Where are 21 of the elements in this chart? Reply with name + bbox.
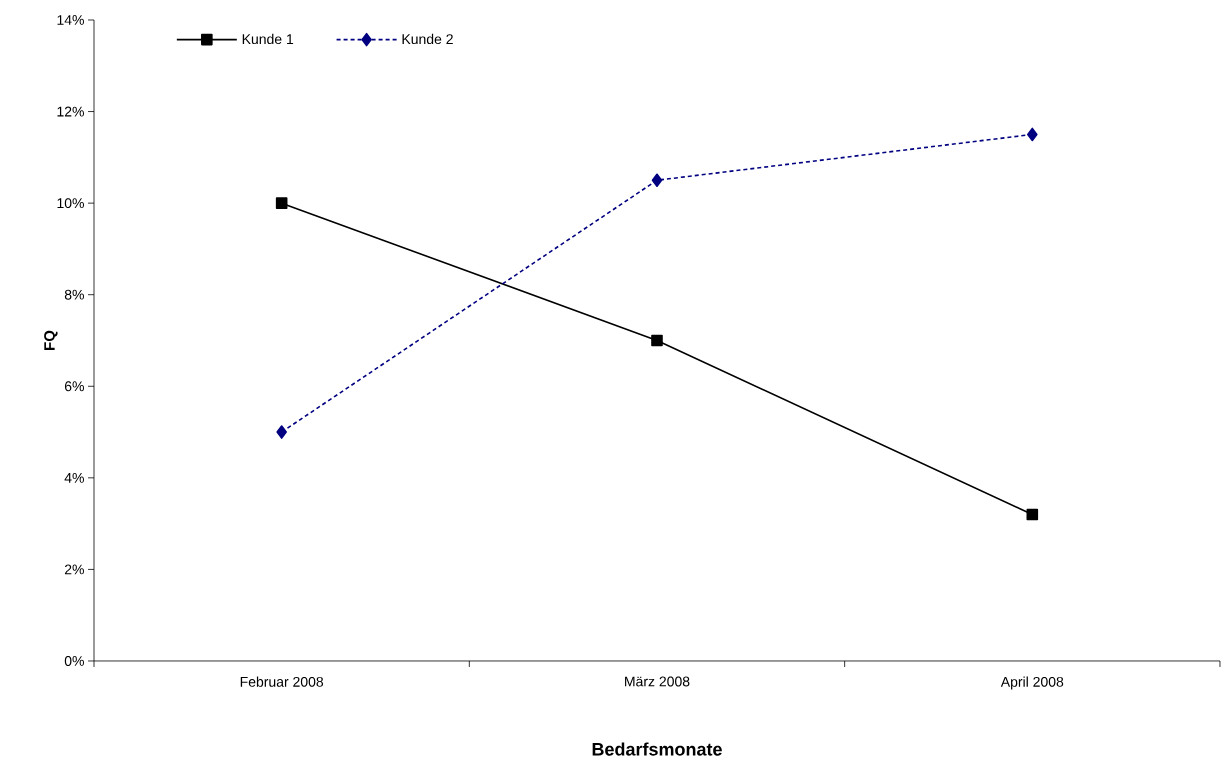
y-tick-label: 2% — [64, 564, 84, 575]
point — [651, 173, 663, 188]
point — [275, 197, 288, 209]
x-axis-title: Bedarfsmonate — [592, 742, 722, 756]
point — [1026, 508, 1039, 521]
y-tick-label: 14% — [57, 15, 84, 25]
y-tick-label: 10% — [57, 198, 84, 209]
x-tick-label: Februar 2008 — [240, 676, 324, 687]
x-tick-label: April 2008 — [1000, 676, 1064, 690]
point — [276, 425, 287, 439]
legend-label: Kunde 1 — [242, 33, 294, 45]
y-tick-label: 0% — [64, 656, 84, 666]
y-tick-label: 4% — [64, 472, 84, 483]
x-tick-label: März 2008 — [625, 676, 690, 687]
y-tick-label: 6% — [64, 381, 84, 392]
point — [1027, 127, 1038, 142]
point — [651, 334, 663, 347]
legend-label: Kunde 2 — [402, 33, 453, 45]
y-tick-label: 12% — [57, 106, 84, 117]
y-axis-title: FQ — [44, 330, 58, 350]
y-tick-label: 8% — [64, 289, 84, 300]
